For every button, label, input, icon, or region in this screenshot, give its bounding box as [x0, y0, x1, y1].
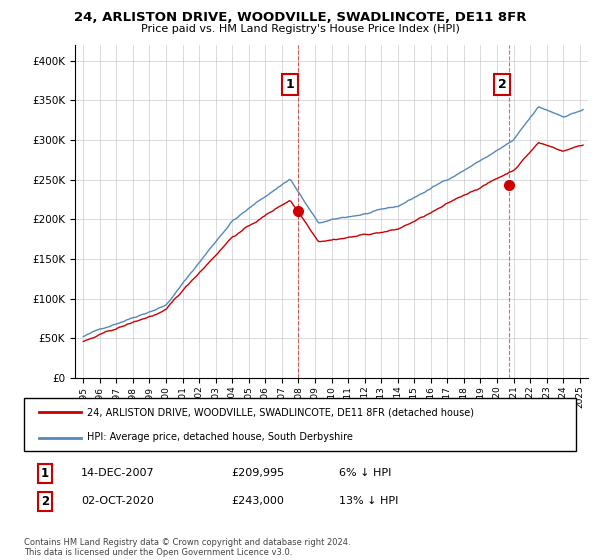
Text: HPI: Average price, detached house, South Derbyshire: HPI: Average price, detached house, Sout… [87, 432, 353, 442]
Text: 13% ↓ HPI: 13% ↓ HPI [339, 496, 398, 506]
Text: £243,000: £243,000 [231, 496, 284, 506]
Text: 2: 2 [41, 494, 49, 508]
Text: Contains HM Land Registry data © Crown copyright and database right 2024.
This d: Contains HM Land Registry data © Crown c… [24, 538, 350, 557]
Text: Price paid vs. HM Land Registry's House Price Index (HPI): Price paid vs. HM Land Registry's House … [140, 24, 460, 34]
Text: 14-DEC-2007: 14-DEC-2007 [81, 468, 155, 478]
Text: 02-OCT-2020: 02-OCT-2020 [81, 496, 154, 506]
Text: 6% ↓ HPI: 6% ↓ HPI [339, 468, 391, 478]
Text: 24, ARLISTON DRIVE, WOODVILLE, SWADLINCOTE, DE11 8FR (detached house): 24, ARLISTON DRIVE, WOODVILLE, SWADLINCO… [87, 408, 474, 418]
Text: 2: 2 [497, 78, 506, 91]
Text: £209,995: £209,995 [231, 468, 284, 478]
Text: 24, ARLISTON DRIVE, WOODVILLE, SWADLINCOTE, DE11 8FR: 24, ARLISTON DRIVE, WOODVILLE, SWADLINCO… [74, 11, 526, 24]
Text: 1: 1 [41, 466, 49, 480]
Text: 1: 1 [286, 78, 295, 91]
